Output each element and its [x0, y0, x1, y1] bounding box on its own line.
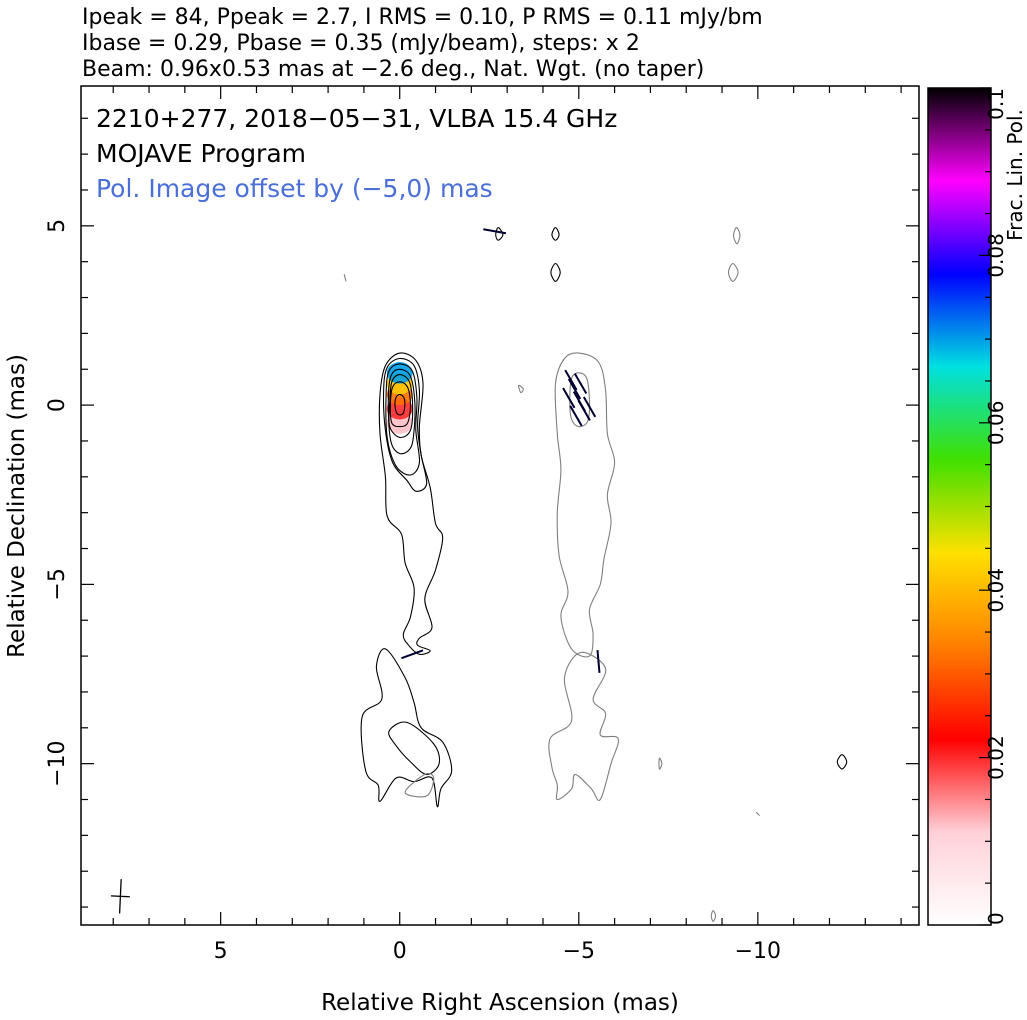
pol-contour [548, 651, 620, 801]
header-line-2: Ibase = 0.29, Pbase = 0.35 (mJy/beam), s… [82, 31, 640, 56]
stokes-i-contours [360, 227, 848, 808]
evpa-tick [582, 396, 597, 418]
stokes-i-contour [836, 754, 848, 770]
header-line-1: Ipeak = 84, Ppeak = 2.7, I RMS = 0.10, P… [82, 5, 763, 30]
x-tick-label: 5 [214, 939, 228, 964]
stokes-i-contour [385, 363, 421, 476]
colorbar-tick-label: 0.02 [984, 735, 1008, 780]
colorbar-tick-label: 0.1 [984, 88, 1008, 120]
pol-contour [658, 757, 663, 770]
y-axis-label: Relative Declination (mas) [4, 354, 30, 658]
x-tick-label: 0 [393, 939, 407, 964]
colorbar-tick-label: 0.06 [984, 401, 1008, 446]
pol-contour [343, 274, 347, 282]
evpa-tick [596, 649, 601, 673]
pol-contours [343, 227, 760, 922]
contour-layer [110, 227, 848, 922]
evpa-tick [577, 400, 591, 421]
evpa-tick [562, 387, 576, 409]
colorbar-tick-label: 0.08 [984, 233, 1008, 278]
y-tick-label: 5 [45, 219, 70, 233]
evpa-tick [401, 649, 424, 660]
plot-frame [80, 85, 920, 926]
evpa-tick [573, 373, 588, 395]
y-tick-label: 0 [45, 398, 70, 412]
pol-contour [755, 811, 760, 816]
stokes-i-contour [387, 368, 416, 455]
y-tick-label: −10 [45, 740, 70, 786]
y-tick-label: −5 [45, 568, 70, 600]
beam-cross [110, 879, 130, 914]
stokes-i-contour [550, 262, 561, 282]
colorbar-label: Frac. Lin. Pol. [1003, 109, 1027, 241]
evpa-tick [483, 228, 507, 235]
stokes-i-contour [388, 721, 441, 775]
pol-contour [518, 384, 524, 394]
program-annotation: MOJAVE Program [96, 139, 306, 168]
evpa-tick [569, 405, 583, 427]
stokes-i-contour [360, 648, 453, 808]
pol-contour [404, 772, 435, 798]
evpa-tick [564, 369, 578, 391]
colorbar-tick-label: 0.04 [984, 568, 1008, 613]
stokes-i-contour [551, 227, 560, 241]
plot-area [80, 85, 920, 926]
x-tick-label: −5 [563, 939, 595, 964]
evpa-ticks [401, 228, 601, 673]
pol-contour [710, 910, 717, 922]
source-annotation: 2210+277, 2018−05−31, VLBA 15.4 GHz [96, 104, 617, 133]
pol-contour [554, 352, 616, 658]
evpa-tick [567, 378, 582, 400]
stokes-i-contour [388, 374, 414, 439]
x-axis-label: Relative Right Ascension (mas) [321, 990, 679, 1016]
stokes-i-contour [389, 381, 412, 428]
pol-offset-annotation: Pol. Image offset by (−5,0) mas [96, 174, 493, 203]
stokes-i-contour [382, 357, 428, 492]
pol-contour [732, 227, 741, 245]
header-line-3: Beam: 0.96x0.53 mas at −2.6 deg., Nat. W… [82, 57, 704, 82]
colorbar-tick-label: 0 [984, 912, 1008, 925]
stokes-i-contour [394, 393, 406, 416]
pol-contour [727, 262, 739, 282]
x-tick-label: −10 [735, 939, 781, 964]
colorbar: 0 0.02 0.04 0.06 0.08 0.1 [927, 87, 1008, 926]
beam-minor-axis [110, 895, 130, 898]
axes: 5 0 −5 −10 5 0 −5 −10 [45, 86, 919, 964]
colorbar-bar [927, 87, 992, 926]
